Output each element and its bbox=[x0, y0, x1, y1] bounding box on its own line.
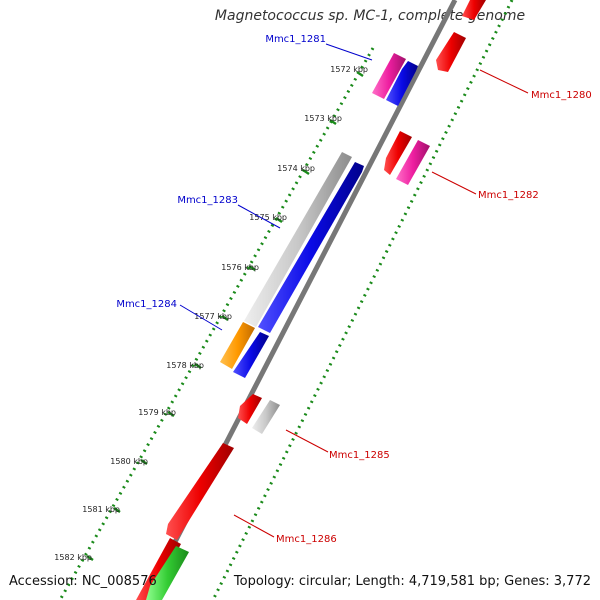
gene-mmc1-1284-orange[interactable] bbox=[220, 322, 255, 369]
gene-mmc1-1281-blue[interactable] bbox=[386, 61, 418, 106]
gene-mmc1-1285-gray[interactable] bbox=[252, 400, 280, 434]
gene-mmc1-1280-red[interactable] bbox=[436, 32, 466, 72]
gene-mmc1-1286-red-long[interactable] bbox=[166, 443, 234, 540]
gene-mmc1-1284-blue[interactable] bbox=[233, 332, 269, 378]
tick-label-1574: 1574 kbp bbox=[277, 164, 315, 173]
leader-lines bbox=[179, 43, 529, 538]
tick-label-1580: 1580 kbp bbox=[110, 457, 148, 466]
gene-mmc1-1281-magenta[interactable] bbox=[372, 53, 406, 99]
gene-top-red[interactable] bbox=[462, 0, 486, 20]
tick-label-1582: 1582 kbp bbox=[54, 553, 92, 562]
label-mmc1-1282[interactable]: Mmc1_1282 bbox=[478, 190, 539, 201]
tick-label-1575: 1575 kbp bbox=[249, 213, 287, 222]
gene-labels: Mmc1_1281 Mmc1_1280 Mmc1_1282 Mmc1_1283 … bbox=[116, 34, 591, 545]
accession-text: Accession: NC_008576 bbox=[9, 574, 157, 589]
label-mmc1-1280[interactable]: Mmc1_1280 bbox=[531, 90, 592, 101]
tick-label-1572: 1572 kbp bbox=[330, 65, 368, 74]
label-mmc1-1286[interactable]: Mmc1_1286 bbox=[276, 534, 337, 545]
gene-red-bottom[interactable] bbox=[136, 538, 181, 600]
inner-dotted-track bbox=[58, 47, 375, 600]
tick-label-1576: 1576 kbp bbox=[221, 263, 259, 272]
gene-mmc1-1282-magenta[interactable] bbox=[396, 140, 430, 185]
label-mmc1-1284[interactable]: Mmc1_1284 bbox=[116, 299, 177, 310]
gene-mmc1-1285-red[interactable] bbox=[238, 394, 262, 424]
tick-label-1573: 1573 kbp bbox=[304, 114, 342, 123]
label-mmc1-1285[interactable]: Mmc1_1285 bbox=[329, 450, 390, 461]
tick-label-1578: 1578 kbp bbox=[166, 361, 204, 370]
scale-ticks bbox=[86, 71, 364, 561]
genome-summary-text: Topology: circular; Length: 4,719,581 bp… bbox=[233, 574, 591, 589]
label-mmc1-1283[interactable]: Mmc1_1283 bbox=[177, 195, 238, 206]
label-mmc1-1281[interactable]: Mmc1_1281 bbox=[265, 34, 326, 45]
gene-mmc1-1283-blue[interactable] bbox=[258, 162, 364, 333]
scale-labels: 1572 kbp 1573 kbp 1574 kbp 1575 kbp 1576… bbox=[54, 65, 368, 562]
gene-mmc1-1282-red[interactable] bbox=[384, 131, 412, 175]
gene-green-bottom[interactable] bbox=[146, 546, 189, 600]
tick-label-1579: 1579 kbp bbox=[138, 408, 176, 417]
gene-gray-long[interactable] bbox=[244, 152, 352, 327]
tick-label-1581: 1581 kbp bbox=[82, 505, 120, 514]
tick-label-1577: 1577 kbp bbox=[194, 312, 232, 321]
